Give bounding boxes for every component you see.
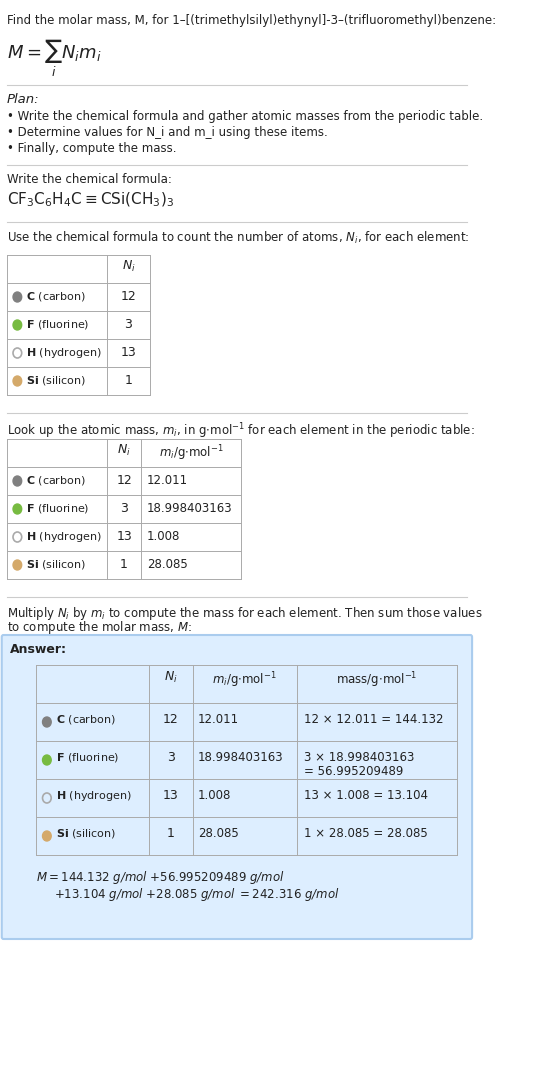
Text: $\mathbf{Si}$ (silicon): $\mathbf{Si}$ (silicon): [26, 558, 86, 571]
Text: 1.008: 1.008: [147, 530, 180, 543]
Text: 12: 12: [116, 474, 132, 487]
Text: 3: 3: [167, 751, 175, 764]
Text: $\mathbf{F}$ (fluorine): $\mathbf{F}$ (fluorine): [26, 318, 90, 330]
Text: $m_i$/g$\cdot$mol$^{-1}$: $m_i$/g$\cdot$mol$^{-1}$: [212, 670, 277, 690]
Text: 1: 1: [120, 558, 128, 571]
Text: 3 × 18.998403163: 3 × 18.998403163: [304, 751, 414, 764]
Circle shape: [13, 376, 22, 386]
Circle shape: [13, 320, 22, 330]
Text: mass/g$\cdot$mol$^{-1}$: mass/g$\cdot$mol$^{-1}$: [336, 670, 418, 690]
Text: 13: 13: [163, 789, 179, 802]
Text: Write the chemical formula:: Write the chemical formula:: [7, 173, 172, 186]
Text: 1.008: 1.008: [198, 789, 232, 802]
Text: $N_i$: $N_i$: [164, 670, 178, 685]
Text: 28.085: 28.085: [198, 827, 239, 840]
Text: $\mathbf{H}$ (hydrogen): $\mathbf{H}$ (hydrogen): [56, 789, 131, 804]
Text: 12: 12: [121, 291, 136, 303]
Text: Look up the atomic mass, $m_i$, in g$\cdot$mol$^{-1}$ for each element in the pe: Look up the atomic mass, $m_i$, in g$\cd…: [7, 421, 474, 441]
Text: 12: 12: [163, 713, 179, 726]
Text: $\mathbf{C}$ (carbon): $\mathbf{C}$ (carbon): [26, 474, 86, 487]
Text: 18.998403163: 18.998403163: [198, 751, 283, 764]
Text: to compute the molar mass, $M$:: to compute the molar mass, $M$:: [7, 619, 192, 636]
Text: $m_i$/g$\cdot$mol$^{-1}$: $m_i$/g$\cdot$mol$^{-1}$: [159, 443, 224, 462]
Text: $\mathbf{C}$ (carbon): $\mathbf{C}$ (carbon): [56, 713, 115, 726]
Text: $\mathbf{F}$ (fluorine): $\mathbf{F}$ (fluorine): [56, 751, 119, 764]
Text: $M = \sum_i N_i m_i$: $M = \sum_i N_i m_i$: [7, 38, 102, 79]
Text: = 56.995209489: = 56.995209489: [304, 765, 403, 778]
Text: 1: 1: [167, 827, 175, 840]
Text: $+ 13.104$ g/mol $+ 28.085$ g/mol $= 242.316$ g/mol: $+ 13.104$ g/mol $+ 28.085$ g/mol $= 242…: [54, 886, 339, 903]
Text: 12 × 12.011 = 144.132: 12 × 12.011 = 144.132: [304, 713, 443, 726]
Text: 13: 13: [121, 346, 136, 359]
Text: 12.011: 12.011: [147, 474, 188, 487]
Text: • Write the chemical formula and gather atomic masses from the periodic table.: • Write the chemical formula and gather …: [7, 110, 483, 123]
Text: • Determine values for N_i and m_i using these items.: • Determine values for N_i and m_i using…: [7, 126, 328, 139]
Text: $\mathbf{C}$ (carbon): $\mathbf{C}$ (carbon): [26, 291, 86, 303]
Text: 3: 3: [124, 318, 132, 330]
FancyBboxPatch shape: [2, 635, 472, 939]
Text: Plan:: Plan:: [7, 93, 39, 106]
Text: Multiply $N_i$ by $m_i$ to compute the mass for each element. Then sum those val: Multiply $N_i$ by $m_i$ to compute the m…: [7, 605, 483, 622]
Text: Use the chemical formula to count the number of atoms, $N_i$, for each element:: Use the chemical formula to count the nu…: [7, 230, 470, 246]
Circle shape: [13, 476, 22, 486]
Text: $N_i$: $N_i$: [117, 443, 131, 458]
Text: $\mathbf{Si}$ (silicon): $\mathbf{Si}$ (silicon): [26, 374, 86, 387]
Circle shape: [13, 561, 22, 570]
Circle shape: [43, 717, 51, 727]
Text: 12.011: 12.011: [198, 713, 239, 726]
Text: 28.085: 28.085: [147, 558, 187, 571]
Circle shape: [43, 831, 51, 841]
Text: Find the molar mass, M, for 1–[(trimethylsilyl)ethynyl]-3–(trifluoromethyl)benze: Find the molar mass, M, for 1–[(trimethy…: [7, 14, 496, 27]
Text: $\mathbf{Si}$ (silicon): $\mathbf{Si}$ (silicon): [56, 827, 116, 840]
Text: $M = 144.132$ g/mol $+ 56.995209489$ g/mol: $M = 144.132$ g/mol $+ 56.995209489$ g/m…: [37, 869, 285, 886]
Text: 18.998403163: 18.998403163: [147, 502, 232, 515]
Text: $\mathbf{F}$ (fluorine): $\mathbf{F}$ (fluorine): [26, 502, 90, 515]
Circle shape: [13, 504, 22, 514]
Text: 1: 1: [124, 374, 132, 387]
Text: 3: 3: [120, 502, 128, 515]
Text: Answer:: Answer:: [10, 643, 67, 656]
Circle shape: [43, 755, 51, 765]
Text: • Finally, compute the mass.: • Finally, compute the mass.: [7, 141, 176, 156]
Text: $\mathbf{H}$ (hydrogen): $\mathbf{H}$ (hydrogen): [26, 346, 102, 360]
Text: $\mathrm{CF_3C_6H_4C{\equiv}CSi(CH_3)_3}$: $\mathrm{CF_3C_6H_4C{\equiv}CSi(CH_3)_3}…: [7, 191, 174, 210]
Text: $\mathbf{H}$ (hydrogen): $\mathbf{H}$ (hydrogen): [26, 530, 102, 544]
Text: $N_i$: $N_i$: [122, 259, 135, 274]
Text: 13: 13: [116, 530, 132, 543]
Text: 13 × 1.008 = 13.104: 13 × 1.008 = 13.104: [304, 789, 428, 802]
Circle shape: [13, 292, 22, 302]
Text: 1 × 28.085 = 28.085: 1 × 28.085 = 28.085: [304, 827, 428, 840]
